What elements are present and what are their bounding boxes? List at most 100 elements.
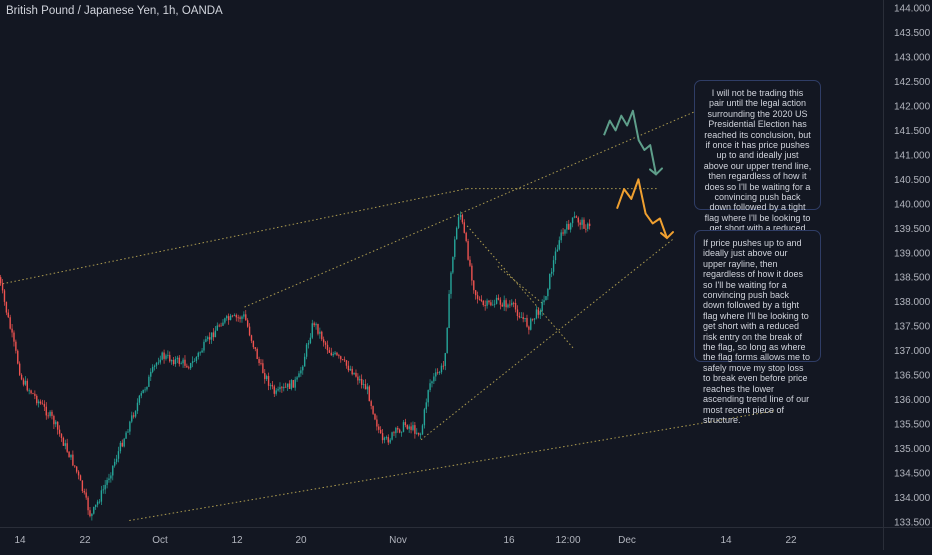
candle-body bbox=[353, 372, 355, 375]
candle-body bbox=[336, 352, 338, 356]
y-tick-label: 141.500 bbox=[894, 126, 931, 137]
candle-body bbox=[345, 360, 348, 366]
candle-body bbox=[505, 300, 507, 308]
candle-body bbox=[170, 360, 173, 362]
candle-body bbox=[176, 357, 179, 360]
projection-arrow[interactable] bbox=[616, 178, 668, 239]
candle-body bbox=[450, 272, 452, 294]
candle-body bbox=[473, 280, 475, 291]
candle-body bbox=[550, 271, 553, 274]
candle-body bbox=[0, 277, 2, 284]
candle-body bbox=[334, 352, 336, 355]
candle-body bbox=[497, 297, 500, 300]
candle-body bbox=[239, 317, 241, 319]
y-tick-label: 144.000 bbox=[894, 4, 931, 15]
candle-body bbox=[438, 372, 441, 373]
x-tick-label: Nov bbox=[389, 535, 407, 546]
candle-body bbox=[233, 315, 236, 316]
candle-body bbox=[552, 260, 555, 272]
candle-body bbox=[254, 347, 256, 349]
candle-body bbox=[75, 466, 78, 472]
candle-body bbox=[140, 393, 142, 396]
annotation-note-lower[interactable]: If price pushes up to and ideally just a… bbox=[694, 230, 821, 425]
candle-body bbox=[100, 490, 103, 502]
y-tick-label: 136.500 bbox=[894, 371, 931, 382]
candle-body bbox=[389, 439, 391, 443]
candle-body bbox=[208, 337, 211, 340]
candle-body bbox=[454, 239, 456, 257]
trend-line[interactable] bbox=[244, 83, 760, 308]
candle-body bbox=[522, 317, 524, 320]
annotation-note-upper[interactable]: I will not be trading this pair until th… bbox=[694, 80, 821, 254]
candle-body bbox=[569, 223, 572, 230]
candle-body bbox=[368, 386, 370, 402]
candle-body bbox=[488, 300, 490, 303]
candle-body bbox=[89, 510, 91, 517]
candle-body bbox=[530, 318, 532, 330]
candle-body bbox=[395, 427, 397, 434]
candle-body bbox=[412, 425, 414, 430]
candle-body bbox=[501, 304, 503, 307]
candle-body bbox=[376, 419, 378, 427]
candle-body bbox=[113, 461, 116, 466]
candle-body bbox=[277, 389, 279, 391]
candle-body bbox=[549, 273, 551, 290]
candle-body bbox=[5, 301, 8, 313]
candle-body bbox=[131, 415, 133, 422]
candle-body bbox=[144, 389, 146, 391]
candle-body bbox=[150, 371, 152, 377]
candle-body bbox=[94, 504, 97, 507]
candle-body bbox=[294, 379, 296, 388]
projection-arrow[interactable] bbox=[603, 109, 657, 175]
candle-body bbox=[252, 340, 255, 348]
candle-body bbox=[406, 425, 408, 429]
candle-body bbox=[85, 492, 87, 498]
candle-body bbox=[482, 300, 484, 305]
candle-body bbox=[417, 432, 420, 435]
candle-body bbox=[9, 317, 11, 329]
candle-body bbox=[125, 432, 127, 439]
candle-body bbox=[492, 304, 494, 306]
y-tick-label: 139.500 bbox=[894, 224, 931, 235]
candle-body bbox=[258, 358, 260, 363]
candle-body bbox=[45, 406, 47, 416]
candle-body bbox=[210, 332, 213, 340]
candle-body bbox=[22, 379, 25, 385]
candle-body bbox=[39, 401, 42, 404]
candle-body bbox=[398, 429, 401, 433]
candle-body bbox=[24, 380, 27, 385]
candle-body bbox=[340, 356, 342, 360]
candle-body bbox=[271, 384, 274, 387]
candle-body bbox=[165, 355, 167, 359]
candle-body bbox=[577, 217, 579, 223]
candle-body bbox=[134, 411, 137, 417]
candle-body bbox=[37, 401, 40, 404]
candle-body bbox=[49, 411, 51, 416]
candle-body bbox=[203, 341, 205, 351]
candle-body bbox=[91, 513, 93, 517]
candle-body bbox=[330, 352, 332, 356]
candle-body bbox=[104, 484, 106, 490]
trend-line[interactable] bbox=[129, 410, 775, 522]
candle-body bbox=[507, 304, 509, 308]
candle-body bbox=[56, 421, 59, 430]
candle-body bbox=[188, 367, 190, 369]
candle-body bbox=[307, 343, 310, 345]
candle-body bbox=[87, 497, 89, 511]
candle-body bbox=[205, 339, 207, 342]
candle-body bbox=[96, 501, 99, 505]
candle-body bbox=[524, 317, 526, 320]
candle-body bbox=[172, 360, 175, 365]
candle-body bbox=[562, 232, 564, 234]
candle-body bbox=[55, 421, 57, 425]
trend-line[interactable] bbox=[466, 225, 575, 351]
candle-body bbox=[20, 374, 23, 380]
y-tick-label: 138.500 bbox=[894, 273, 931, 284]
candle-body bbox=[182, 359, 184, 364]
candle-body bbox=[273, 386, 275, 394]
candle-body bbox=[440, 365, 443, 373]
candle-body bbox=[191, 361, 194, 364]
candle-body bbox=[499, 299, 502, 305]
candle-body bbox=[435, 372, 437, 377]
